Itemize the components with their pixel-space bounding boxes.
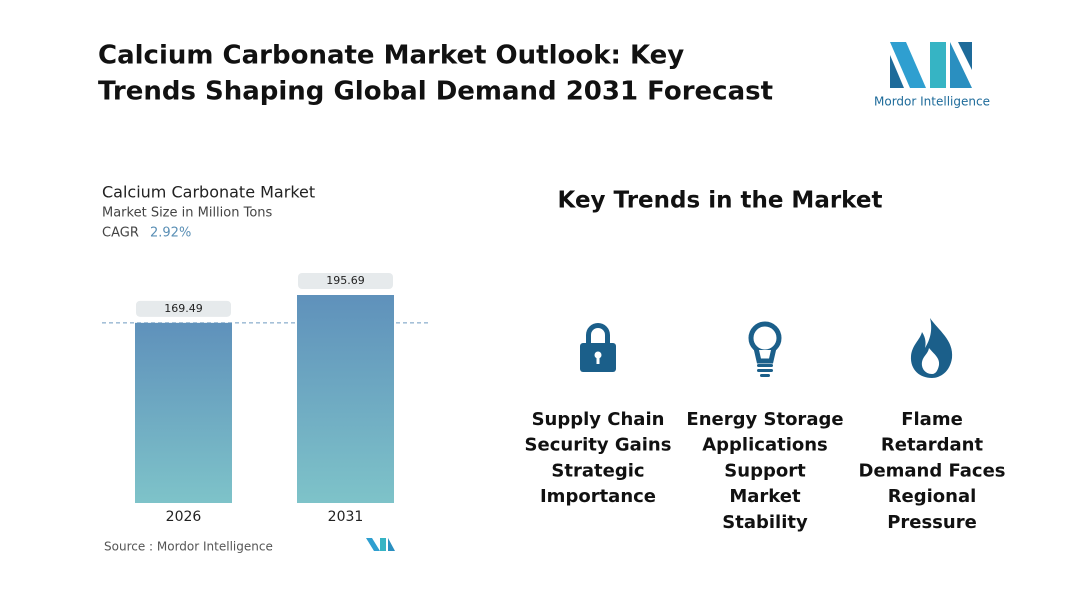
trend-text: Pressure: [887, 512, 977, 533]
trend-text: Applications: [702, 435, 828, 456]
chart-subtitle: Market Size in Million Tons: [102, 206, 273, 221]
x-tick-label: 2026: [166, 509, 202, 525]
trend-text: Security Gains: [525, 435, 672, 456]
trend-text: Demand Faces: [859, 460, 1006, 481]
value-label-box: [298, 273, 393, 289]
trend-text: Market: [729, 486, 801, 507]
cagr-label: CAGR: [102, 226, 139, 241]
value-label: 195.69: [326, 274, 365, 287]
cagr-value: 2.92%: [150, 226, 191, 241]
bulb-icon: [748, 321, 782, 377]
trends-title: Key Trends in the Market: [558, 188, 883, 214]
trend-text: Energy Storage: [686, 409, 843, 430]
title-line: Calcium Carbonate Market Outlook: Key: [98, 41, 684, 71]
trend-text: Stability: [722, 512, 808, 533]
chart-title: Calcium Carbonate Market: [102, 183, 315, 202]
lock-icon: [580, 323, 616, 372]
flame-icon: [910, 318, 953, 378]
x-tick-label: 2031: [328, 509, 364, 525]
title-line: Trends Shaping Global Demand 2031 Foreca…: [98, 77, 773, 107]
trend-text: Flame: [901, 409, 963, 430]
trend-text: Strategic: [551, 460, 644, 481]
logo: [890, 42, 972, 88]
trend-text: Regional: [888, 486, 977, 507]
trend-text: Supply Chain: [532, 409, 665, 430]
trend-text: Importance: [540, 486, 656, 507]
source-logo: [366, 538, 395, 551]
value-label-box: [136, 300, 231, 317]
bar: [135, 322, 232, 503]
source: Source : Mordor Intelligence: [104, 540, 273, 554]
trend-text: Retardant: [881, 435, 984, 456]
bar: [297, 295, 394, 503]
value-label: 169.49: [164, 302, 203, 315]
logo-text: Mordor Intelligence: [874, 95, 990, 109]
trend-text: Support: [724, 460, 806, 481]
